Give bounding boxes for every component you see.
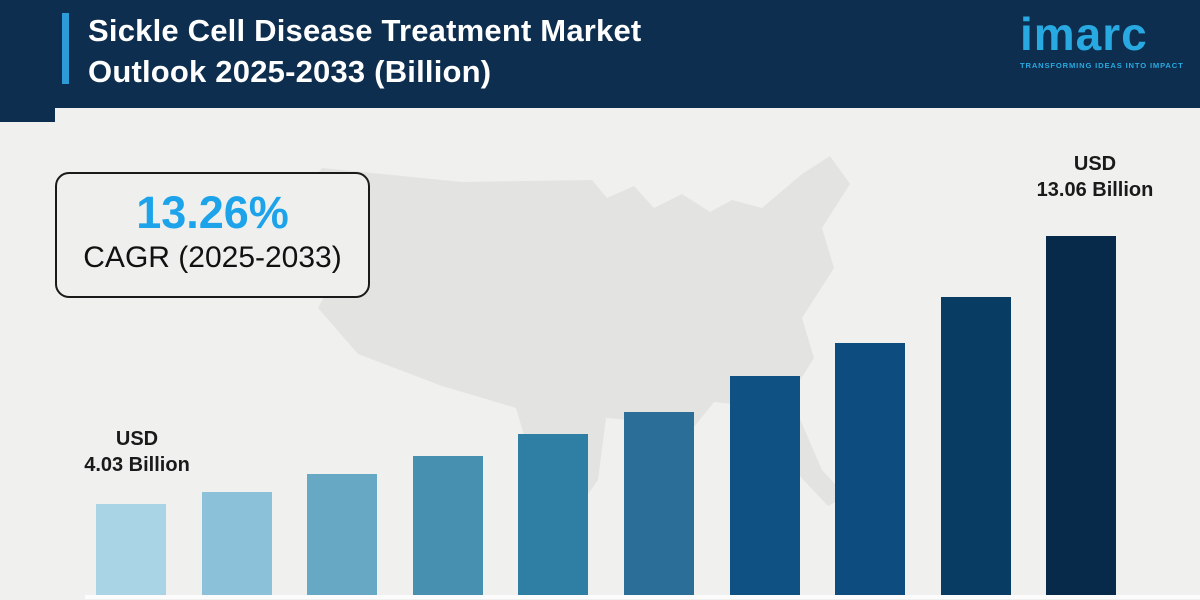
title-accent-bar	[62, 13, 69, 84]
last-bar-value-line1: USD	[1073, 153, 1117, 175]
first-bar-value-line2: 4.03 Billion	[84, 454, 190, 476]
bar-10	[1046, 236, 1116, 595]
imarc-logo-tagline: TRANSFORMING IDEAS INTO IMPACT	[1020, 61, 1184, 70]
us-map-silhouette	[262, 150, 972, 570]
imarc-logo: imarc TRANSFORMING IDEAS INTO IMPACT	[1020, 8, 1184, 70]
bar-8	[835, 343, 905, 595]
bar-7	[730, 376, 800, 595]
first-bar-value-line1: USD	[115, 428, 159, 450]
last-bar-value-line2: 13.06 Billion	[1036, 179, 1154, 201]
bar-9	[941, 297, 1011, 595]
page-title: Sickle Cell Disease Treatment Market Out…	[88, 10, 641, 92]
bar-4	[413, 456, 483, 595]
bar-2	[202, 492, 272, 595]
cagr-callout-box: 13.26% CAGR (2025-2033)	[55, 172, 370, 298]
bar-5	[518, 434, 588, 595]
imarc-logo-wordmark: imarc	[1020, 8, 1148, 60]
bar-6	[624, 412, 694, 595]
chart-baseline	[85, 595, 1200, 599]
cagr-label: CAGR (2025-2033)	[83, 241, 342, 274]
first-bar-value-label: USD 4.03 Billion	[57, 426, 217, 478]
page-title-line2: Outlook 2025-2033 (Billion)	[88, 54, 492, 89]
header-left-notch	[0, 108, 55, 122]
page-title-line1: Sickle Cell Disease Treatment Market	[88, 13, 642, 48]
bar-1	[96, 504, 166, 595]
cagr-value: 13.26%	[136, 187, 289, 238]
bar-3	[307, 474, 377, 595]
header: Sickle Cell Disease Treatment Market Out…	[0, 0, 1200, 108]
last-bar-value-label: USD 13.06 Billion	[1015, 151, 1175, 203]
